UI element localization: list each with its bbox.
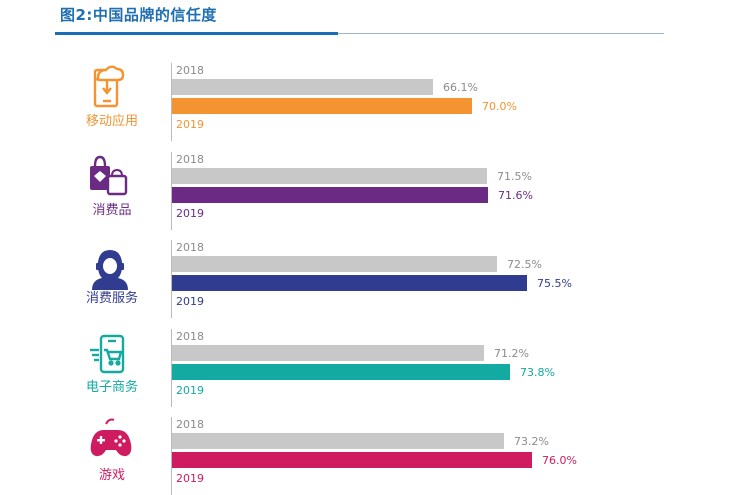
series-label-2019: 2019 bbox=[176, 118, 204, 131]
value-label-2018: 71.5% bbox=[497, 170, 532, 183]
series-label-2019: 2019 bbox=[176, 472, 204, 485]
category-label: 电子商务 bbox=[86, 379, 138, 395]
series-label-2018: 2018 bbox=[176, 64, 204, 77]
category-label: 消费品 bbox=[92, 203, 131, 218]
series-label-2019: 2019 bbox=[176, 207, 204, 220]
bar-2019 bbox=[172, 187, 488, 203]
series-label-2019: 2019 bbox=[176, 295, 204, 308]
bar-2018 bbox=[172, 345, 484, 361]
category-label: 游戏 bbox=[99, 468, 125, 483]
series-label-2018: 2018 bbox=[176, 241, 204, 254]
value-label-2019: 76.0% bbox=[542, 454, 577, 467]
gamepad-icon bbox=[90, 418, 132, 457]
value-label-2018: 66.1% bbox=[443, 81, 478, 94]
value-label-2019: 71.6% bbox=[498, 189, 533, 202]
series-label-2018: 2018 bbox=[176, 153, 204, 166]
mobile-cart-icon bbox=[90, 334, 125, 374]
value-label-2018: 73.2% bbox=[514, 435, 549, 448]
bar-2018 bbox=[172, 79, 433, 95]
bar-2019 bbox=[172, 275, 527, 291]
value-label-2018: 72.5% bbox=[507, 258, 542, 271]
title-underline bbox=[55, 32, 338, 35]
chart-title: 图2:中国品牌的信任度 bbox=[60, 6, 217, 24]
bar-2019 bbox=[172, 98, 472, 114]
category-label: 移动应用 bbox=[86, 113, 138, 129]
customer-service-icon bbox=[92, 250, 128, 290]
phone-download-icon bbox=[93, 65, 125, 108]
series-label-2018: 2018 bbox=[176, 418, 204, 431]
bar-2018 bbox=[172, 256, 497, 272]
category-label: 消费服务 bbox=[86, 290, 138, 306]
bar-2019 bbox=[172, 364, 510, 380]
value-label-2019: 73.8% bbox=[520, 366, 555, 379]
series-label-2019: 2019 bbox=[176, 384, 204, 397]
title-rule bbox=[338, 33, 664, 34]
value-label-2018: 71.2% bbox=[494, 347, 529, 360]
value-label-2019: 70.0% bbox=[482, 100, 517, 113]
bar-2019 bbox=[172, 452, 532, 468]
shopping-bags-icon bbox=[90, 155, 128, 196]
value-label-2019: 75.5% bbox=[537, 277, 572, 290]
series-label-2018: 2018 bbox=[176, 330, 204, 343]
bar-2018 bbox=[172, 168, 487, 184]
bar-2018 bbox=[172, 433, 504, 449]
